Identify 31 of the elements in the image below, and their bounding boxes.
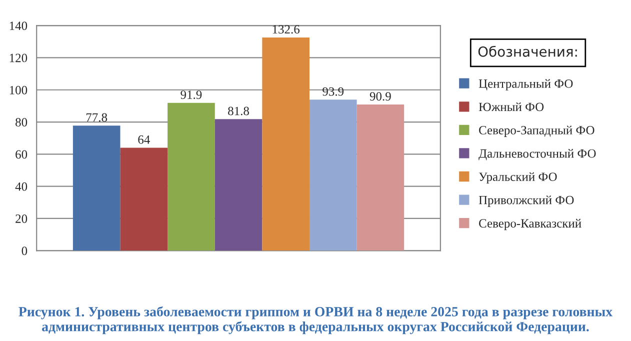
data-label: 81.8 <box>228 106 249 116</box>
data-label: 90.9 <box>370 92 391 101</box>
legend-label: Уральский ФО <box>478 172 557 184</box>
y-tick-label: 100 <box>10 86 28 94</box>
y-tick-label: 140 <box>10 22 28 30</box>
y-tick-label: 0 <box>22 246 28 256</box>
legend-label: Северо-Кавказский <box>479 218 582 230</box>
bar <box>309 100 357 251</box>
legend-label: Дальневосточный ФО <box>478 149 596 160</box>
bar <box>356 104 404 251</box>
legend-label: Северо-Западный ФО <box>479 126 594 137</box>
y-tick-label: 20 <box>16 214 28 223</box>
bar <box>214 119 262 251</box>
y-tick-label: 60 <box>16 150 28 159</box>
y-tick-label: 40 <box>15 182 28 191</box>
bar <box>120 148 168 251</box>
text: Рисунок 1. Уровень заболеваемости гриппом и ОРВИ на 8 неделе 2025 года в разрезе головных административных центров субъектов в федеральных округах Российской Федерации. <box>18 306 612 334</box>
legend-label: Центральный ФО <box>478 79 573 90</box>
data-label: 132.6 <box>272 25 300 34</box>
legend-label: Южный ФО <box>478 102 544 112</box>
bar <box>262 37 310 251</box>
bar <box>168 102 215 251</box>
legend-title: Обозначения: <box>478 46 577 57</box>
data-label: 91.9 <box>180 90 202 100</box>
data-label: 93.9 <box>322 87 344 96</box>
data-label: 77.8 <box>86 113 108 122</box>
data-label: 64 <box>138 135 150 144</box>
y-tick-label: 80 <box>16 118 28 126</box>
y-tick-label: 120 <box>10 54 28 62</box>
legend-label: Приволжский ФО <box>478 196 574 207</box>
bar <box>72 126 120 251</box>
